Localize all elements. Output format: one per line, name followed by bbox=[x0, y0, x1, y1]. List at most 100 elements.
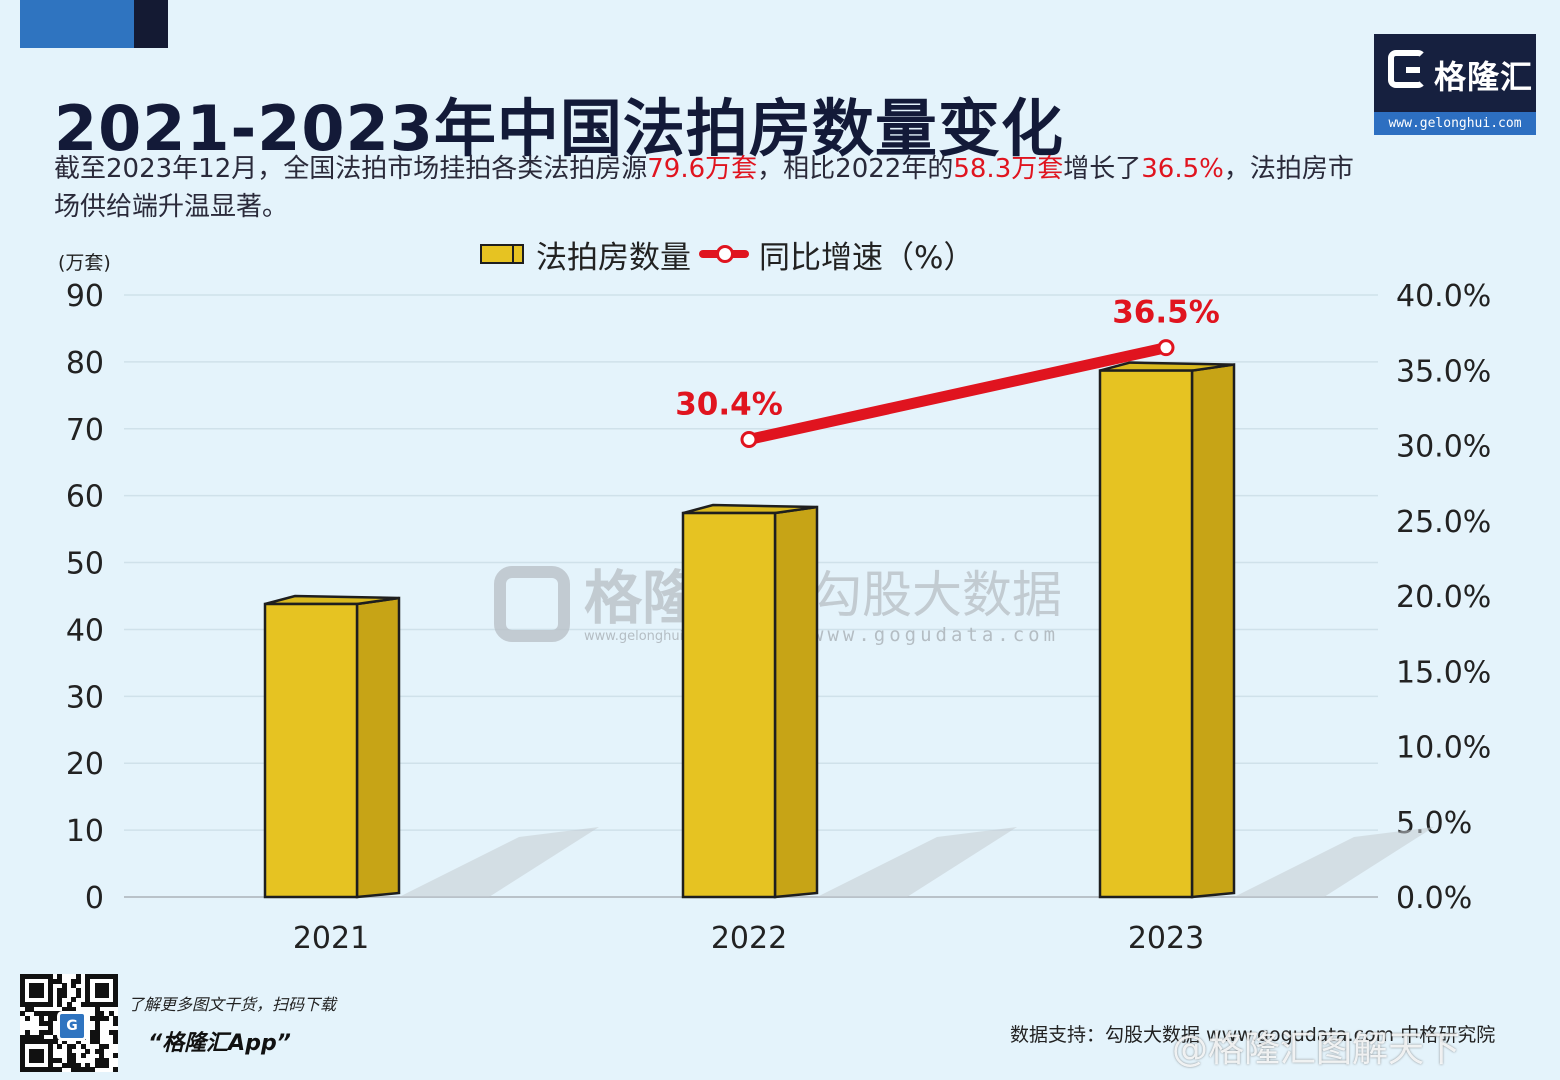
bar-side bbox=[1190, 363, 1236, 899]
qr-module bbox=[99, 1062, 105, 1068]
qr-module bbox=[57, 992, 63, 998]
legend-line-swatch bbox=[699, 245, 749, 263]
subtitle-text-4: ，法拍房市场供给端升温显著。 bbox=[54, 154, 1354, 222]
qr-module bbox=[43, 1039, 49, 1045]
qr-module bbox=[66, 1053, 72, 1059]
qr-module bbox=[48, 1011, 53, 1017]
qr-module bbox=[90, 1034, 95, 1040]
qr-module bbox=[20, 1048, 25, 1054]
qr-module bbox=[24, 1006, 30, 1012]
qr-module bbox=[62, 1062, 67, 1068]
qr-module bbox=[94, 1006, 100, 1012]
subtitle-text-3: 增长了 bbox=[1063, 154, 1142, 184]
qr-module bbox=[38, 1058, 44, 1063]
qr-module bbox=[20, 983, 25, 989]
qr-module bbox=[90, 974, 95, 979]
qr-module bbox=[104, 1044, 109, 1049]
qr-module bbox=[34, 1011, 39, 1017]
subtitle-text-2: ，相比2022年的 bbox=[757, 154, 954, 184]
qr-module bbox=[76, 1062, 81, 1068]
qr-module bbox=[94, 1048, 100, 1054]
qr-module bbox=[66, 1044, 72, 1049]
qr-module bbox=[38, 1016, 44, 1021]
qr-module bbox=[43, 1002, 49, 1007]
qr-module bbox=[38, 1039, 44, 1045]
qr-module bbox=[57, 1058, 63, 1063]
qr-module bbox=[108, 1030, 114, 1035]
qr-module bbox=[29, 1034, 35, 1040]
qr-module bbox=[66, 1002, 72, 1007]
qr-module bbox=[29, 1067, 35, 1073]
promo-app-name: “格隆汇App” bbox=[148, 1031, 291, 1056]
y-tick-label: 40 bbox=[66, 613, 104, 648]
qr-module bbox=[99, 988, 105, 993]
qr-module bbox=[34, 1048, 39, 1054]
qr-module bbox=[29, 974, 35, 979]
qr-module bbox=[52, 1039, 58, 1045]
qr-module bbox=[66, 1048, 72, 1054]
qr-module bbox=[48, 988, 53, 993]
qr-module bbox=[57, 974, 63, 979]
qr-module bbox=[38, 1067, 44, 1073]
qr-module bbox=[76, 988, 81, 993]
qr-module bbox=[52, 1067, 58, 1073]
line-point bbox=[740, 430, 758, 448]
qr-module bbox=[71, 1067, 77, 1073]
qr-module bbox=[99, 1058, 105, 1063]
qr-module bbox=[57, 997, 63, 1003]
qr-module bbox=[29, 1048, 35, 1054]
chart-subtitle: 截至2023年12月，全国法拍市场挂拍各类法拍房源79.6万套，相比2022年的… bbox=[54, 150, 1354, 226]
qr-module bbox=[48, 978, 53, 984]
y2-tick-label: 35.0% bbox=[1396, 354, 1491, 389]
qr-module bbox=[94, 974, 100, 979]
qr-module bbox=[108, 1011, 114, 1017]
qr-module bbox=[76, 1039, 81, 1045]
bar-side bbox=[355, 596, 401, 899]
data-source: 数据支持：勾股大数据 www.gogudata.com 中格研究院 bbox=[1010, 1024, 1496, 1046]
qr-module bbox=[43, 974, 49, 979]
qr-module bbox=[113, 1053, 119, 1059]
qr-code[interactable]: G bbox=[20, 974, 119, 1073]
subtitle-highlight-3: 36.5% bbox=[1141, 154, 1224, 184]
qr-module bbox=[94, 983, 100, 989]
qr-module bbox=[48, 1058, 53, 1063]
qr-module bbox=[90, 1030, 95, 1035]
qr-module bbox=[99, 1002, 105, 1007]
qr-module bbox=[76, 974, 81, 979]
qr-module bbox=[76, 978, 81, 984]
qr-module bbox=[94, 992, 100, 998]
y2-tick-label: 25.0% bbox=[1396, 505, 1491, 540]
qr-module bbox=[20, 997, 25, 1003]
qr-module bbox=[43, 1011, 49, 1017]
qr-module bbox=[90, 1002, 95, 1007]
qr-module bbox=[20, 1039, 25, 1045]
qr-module bbox=[38, 1048, 44, 1054]
bar bbox=[1098, 369, 1194, 899]
qr-module bbox=[113, 1067, 119, 1073]
qr-module bbox=[108, 1002, 114, 1007]
qr-module bbox=[20, 1002, 25, 1007]
logo-url: www.gelonghui.com bbox=[1374, 112, 1536, 135]
x-tick-label: 2023 bbox=[1128, 921, 1204, 956]
y-tick-label: 60 bbox=[66, 480, 104, 515]
qr-module bbox=[94, 988, 100, 993]
qr-module bbox=[113, 1030, 119, 1035]
legend-bar-swatch bbox=[480, 244, 524, 264]
qr-module bbox=[94, 1016, 100, 1021]
qr-module bbox=[34, 988, 39, 993]
qr-module bbox=[52, 1058, 58, 1063]
qr-module bbox=[66, 1006, 72, 1012]
qr-module bbox=[99, 1053, 105, 1059]
watermark-logo-icon bbox=[494, 566, 570, 642]
qr-module bbox=[104, 1062, 109, 1068]
subtitle-highlight-1: 79.6万套 bbox=[647, 154, 758, 184]
qr-module bbox=[62, 992, 67, 998]
y-tick-label: 30 bbox=[66, 680, 104, 715]
qr-module bbox=[94, 1030, 100, 1035]
qr-module bbox=[94, 1062, 100, 1068]
qr-module bbox=[94, 1011, 100, 1017]
subtitle-highlight-2: 58.3万套 bbox=[953, 154, 1064, 184]
qr-module bbox=[43, 1067, 49, 1073]
qr-module bbox=[90, 1039, 95, 1045]
qr-module bbox=[29, 1053, 35, 1059]
